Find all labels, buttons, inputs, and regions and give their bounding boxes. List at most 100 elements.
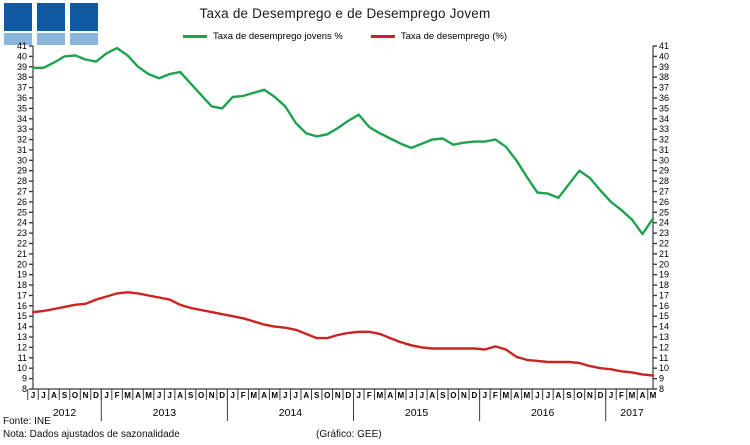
month-label: A bbox=[429, 391, 435, 400]
y-tick-label-right: 23 bbox=[659, 228, 669, 238]
month-label: N bbox=[461, 391, 467, 400]
logo-bar bbox=[4, 33, 32, 45]
y-tick-label-right: 27 bbox=[659, 187, 669, 197]
month-label: J bbox=[293, 391, 297, 400]
month-label: M bbox=[650, 391, 657, 400]
month-label: A bbox=[51, 391, 57, 400]
y-tick-label-right: 10 bbox=[659, 363, 669, 373]
month-label: J bbox=[357, 391, 361, 400]
y-tick-label-left: 18 bbox=[17, 280, 27, 290]
month-label: F bbox=[619, 391, 624, 400]
month-label: J bbox=[283, 391, 287, 400]
y-tick-label-right: 30 bbox=[659, 155, 669, 165]
month-label: F bbox=[367, 391, 372, 400]
legend-item-youth: Taxa de desemprego jovens % bbox=[182, 31, 343, 42]
month-label: O bbox=[576, 391, 582, 400]
y-tick-label-right: 18 bbox=[659, 280, 669, 290]
y-tick-label-right: 12 bbox=[659, 342, 669, 352]
year-label: 2013 bbox=[153, 407, 177, 419]
y-tick-label-left: 27 bbox=[17, 187, 27, 197]
month-label: M bbox=[503, 391, 510, 400]
y-tick-label-right: 28 bbox=[659, 176, 669, 186]
y-tick-label-left: 9 bbox=[22, 374, 27, 384]
y-tick-label-right: 39 bbox=[659, 62, 669, 72]
y-tick-label-right: 40 bbox=[659, 51, 669, 61]
y-tick-label-left: 30 bbox=[17, 155, 27, 165]
y-tick-label-left: 12 bbox=[17, 342, 27, 352]
y-tick-label-left: 16 bbox=[17, 301, 27, 311]
month-label: N bbox=[587, 391, 593, 400]
month-label: A bbox=[387, 391, 393, 400]
y-tick-label-left: 35 bbox=[17, 103, 27, 113]
y-tick-label-right: 37 bbox=[659, 83, 669, 93]
y-tick-label-right: 34 bbox=[659, 114, 669, 124]
month-label: M bbox=[629, 391, 636, 400]
y-tick-label-left: 39 bbox=[17, 62, 27, 72]
y-tick-label-right: 22 bbox=[659, 238, 669, 248]
legend-label-total: Taxa de desemprego (%) bbox=[400, 31, 508, 42]
chart-legend: Taxa de desemprego jovens % Taxa de dese… bbox=[15, 31, 675, 42]
month-label: J bbox=[31, 391, 35, 400]
y-tick-label-right: 16 bbox=[659, 301, 669, 311]
month-label: S bbox=[440, 391, 446, 400]
y-tick-label-left: 37 bbox=[17, 83, 27, 93]
month-label: D bbox=[219, 391, 225, 400]
month-label: A bbox=[261, 391, 267, 400]
month-label: J bbox=[546, 391, 550, 400]
y-tick-label-right: 19 bbox=[659, 270, 669, 280]
source-note: Fonte: INE bbox=[3, 416, 51, 427]
y-tick-label-right: 38 bbox=[659, 72, 669, 82]
y-tick-label-right: 26 bbox=[659, 197, 669, 207]
month-label: A bbox=[640, 391, 646, 400]
y-tick-label-left: 23 bbox=[17, 228, 27, 238]
year-label: 2017 bbox=[620, 407, 644, 419]
y-tick-label-left: 31 bbox=[17, 145, 27, 155]
page-title: Taxa de Desemprego e de Desemprego Jovem bbox=[199, 6, 491, 21]
y-tick-label-left: 25 bbox=[17, 207, 27, 217]
total-line-swatch-icon bbox=[370, 35, 395, 38]
youth-line-swatch-icon bbox=[182, 35, 207, 38]
y-tick-label-left: 8 bbox=[22, 384, 27, 394]
y-tick-label-left: 17 bbox=[17, 290, 27, 300]
logo-square bbox=[4, 3, 32, 31]
seasonality-note: Nota: Dados ajustados de sazonalidade bbox=[3, 429, 180, 440]
month-label: J bbox=[157, 391, 161, 400]
month-label: D bbox=[598, 391, 604, 400]
month-label: F bbox=[115, 391, 120, 400]
month-label: O bbox=[324, 391, 330, 400]
y-tick-label-left: 33 bbox=[17, 124, 27, 134]
month-label: J bbox=[230, 391, 234, 400]
month-label: M bbox=[145, 391, 152, 400]
y-tick-label-left: 13 bbox=[17, 332, 27, 342]
year-label: 2014 bbox=[279, 407, 303, 419]
legend-item-total: Taxa de desemprego (%) bbox=[370, 31, 508, 42]
y-tick-label-left: 24 bbox=[17, 218, 27, 228]
month-label: S bbox=[188, 391, 194, 400]
y-tick-label-right: 11 bbox=[659, 353, 668, 363]
month-label: O bbox=[198, 391, 204, 400]
month-label: J bbox=[41, 391, 45, 400]
month-label: M bbox=[524, 391, 531, 400]
y-tick-label-right: 29 bbox=[659, 166, 669, 176]
logo-bar bbox=[70, 33, 98, 45]
month-label: A bbox=[556, 391, 562, 400]
y-tick-label-left: 10 bbox=[17, 363, 27, 373]
y-tick-label-right: 24 bbox=[659, 218, 669, 228]
y-tick-label-left: 32 bbox=[17, 135, 27, 145]
logo-squares-row bbox=[4, 3, 98, 31]
month-label: D bbox=[345, 391, 351, 400]
month-label: M bbox=[376, 391, 383, 400]
month-label: M bbox=[250, 391, 257, 400]
month-label: J bbox=[420, 391, 424, 400]
month-label: D bbox=[471, 391, 477, 400]
y-tick-label-left: 11 bbox=[18, 353, 27, 363]
y-tick-label-left: 20 bbox=[17, 259, 27, 269]
month-label: S bbox=[314, 391, 320, 400]
logo-bar bbox=[37, 33, 65, 45]
y-tick-label-left: 22 bbox=[17, 238, 27, 248]
month-label: N bbox=[83, 391, 89, 400]
month-label: J bbox=[483, 391, 487, 400]
month-label: O bbox=[450, 391, 456, 400]
month-label: S bbox=[566, 391, 572, 400]
y-tick-label-left: 38 bbox=[17, 72, 27, 82]
